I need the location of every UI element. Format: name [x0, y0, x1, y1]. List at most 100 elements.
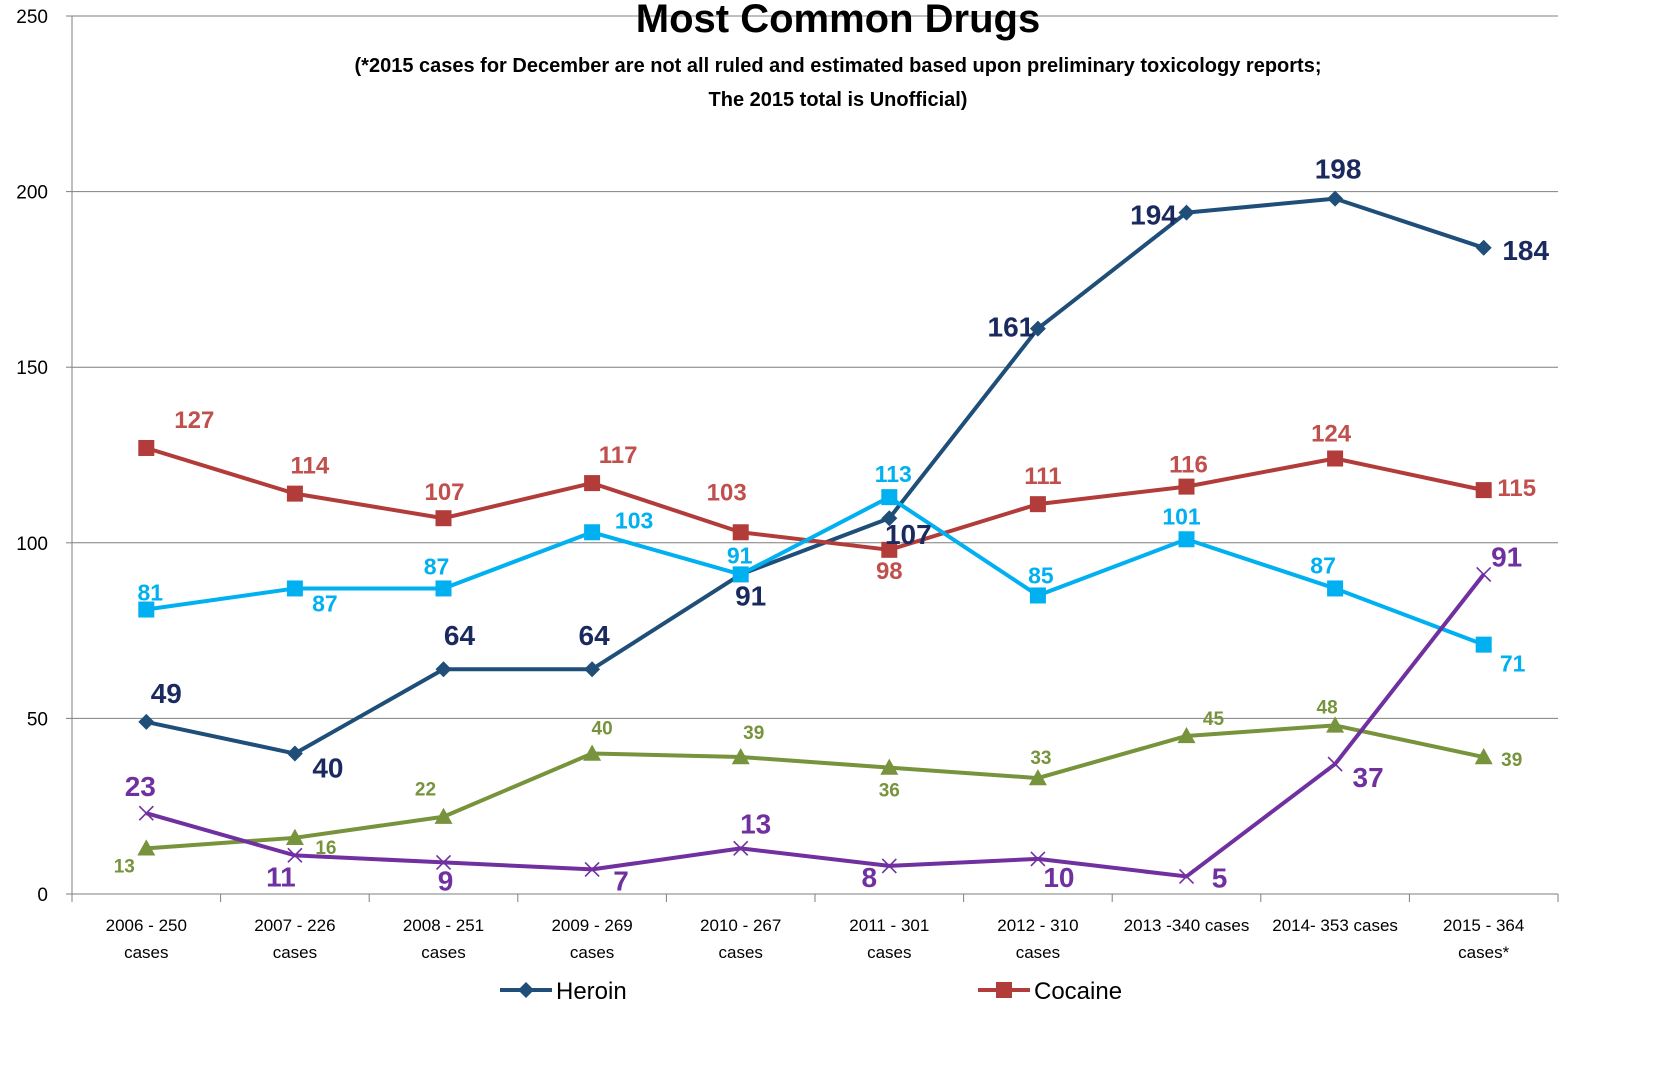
legend-label: Heroin — [556, 978, 627, 1005]
chart-title: Most Common Drugs — [636, 0, 1040, 41]
series-0 — [138, 190, 1492, 762]
series-line — [146, 495, 1485, 647]
data-label: 23 — [125, 771, 156, 802]
x-tick-label: cases — [718, 943, 762, 962]
data-label: 91 — [1491, 541, 1522, 572]
x-tick-label: 2009 - 269 — [551, 916, 632, 935]
data-point-diamond — [1029, 320, 1046, 337]
data-point-diamond — [435, 661, 452, 678]
y-tick-label: 200 — [16, 183, 48, 204]
data-label: 113 — [875, 461, 912, 487]
data-point-diamond — [584, 661, 601, 678]
data-label: 115 — [1497, 475, 1536, 502]
data-label: 91 — [735, 580, 766, 611]
x-tick-label: cases* — [1458, 943, 1509, 962]
data-label: 98 — [876, 558, 903, 585]
data-label: 5 — [1212, 862, 1228, 893]
x-tick-label: 2008 - 251 — [403, 916, 484, 935]
data-point-triangle — [1028, 769, 1047, 786]
data-label: 111 — [1024, 463, 1061, 490]
data-label: 48 — [1317, 697, 1338, 718]
data-point-square — [1178, 531, 1195, 548]
series-2 — [138, 489, 1492, 653]
chart-titles: Most Common Drugs (*2015 cases for Decem… — [355, 0, 1322, 111]
data-point-diamond — [1178, 204, 1195, 221]
data-point-x — [435, 854, 452, 870]
data-point-x — [1030, 851, 1046, 867]
data-point-x — [881, 858, 897, 874]
data-label: 87 — [1310, 552, 1336, 578]
data-label: 91 — [727, 542, 753, 568]
axes: 0 50 100 150 200 250 2006 - 250 cases 2007 - 226… — [16, 7, 1559, 962]
x-tick-label: cases — [124, 943, 168, 962]
data-label: 36 — [879, 781, 900, 802]
data-point-square — [138, 439, 155, 456]
legend-marker — [518, 982, 534, 998]
legend: Heroin Cocaine — [500, 978, 1122, 1005]
data-label: 37 — [1353, 762, 1384, 793]
data-label: 7 — [613, 865, 629, 896]
data-label: 101 — [1162, 503, 1201, 529]
y-tick-label: 150 — [16, 358, 48, 379]
data-label: 16 — [315, 838, 336, 859]
data-point-square — [732, 524, 749, 541]
data-label: 40 — [592, 719, 613, 740]
data-point-triangle — [285, 828, 304, 846]
data-point-x — [1476, 566, 1492, 582]
data-point-x — [584, 861, 600, 877]
series-1 — [138, 439, 1492, 558]
data-point-diamond — [286, 745, 303, 762]
data-point-square — [1475, 636, 1492, 653]
data-label: 8 — [862, 862, 878, 893]
series-3 — [137, 716, 1493, 856]
legend-item-heroin: Heroin — [500, 978, 627, 1005]
data-point-diamond — [138, 713, 155, 730]
series-line — [145, 196, 1485, 756]
data-label: 71 — [1500, 651, 1526, 677]
data-point-triangle — [1326, 716, 1345, 733]
data-point-triangle — [1474, 748, 1493, 765]
x-tick-label: cases — [867, 943, 911, 962]
data-point-x — [1327, 756, 1343, 772]
data-point-x — [287, 847, 303, 863]
data-point-diamond — [1475, 239, 1492, 256]
data-point-square — [881, 489, 898, 506]
data-point-square — [1029, 587, 1046, 604]
data-point-x — [138, 805, 154, 821]
data-label: 33 — [1030, 748, 1051, 769]
data-label: 40 — [312, 753, 343, 784]
x-tick-label: cases — [1016, 943, 1060, 962]
chart: 0 50 100 150 200 250 2006 - 250 cases 2007 - 226… — [16, 0, 1559, 1005]
data-point-square — [1475, 482, 1492, 499]
data-point-triangle — [880, 758, 899, 775]
data-label: 87 — [312, 590, 338, 616]
data-label: 107 — [424, 479, 464, 506]
data-point-square — [1327, 450, 1344, 467]
x-tick-label: 2015 - 364 — [1443, 916, 1524, 935]
data-point-square — [286, 580, 303, 597]
data-label: 64 — [444, 620, 476, 651]
series-layer — [137, 190, 1493, 885]
data-label: 114 — [291, 453, 330, 480]
x-tick-label: 2006 - 250 — [106, 916, 187, 935]
data-point-triangle — [583, 744, 602, 761]
x-tick-label: cases — [421, 943, 465, 962]
data-label: 198 — [1315, 154, 1362, 185]
chart-subtitle-line-1: (*2015 cases for December are not all ru… — [355, 55, 1322, 77]
data-point-square — [435, 580, 452, 597]
legend-marker — [996, 982, 1012, 998]
data-label: 107 — [885, 519, 932, 550]
series-line — [145, 446, 1485, 552]
data-label: 103 — [707, 479, 747, 506]
data-point-square — [1178, 478, 1195, 495]
data-label: 49 — [151, 678, 182, 709]
data-point-triangle — [137, 839, 156, 856]
x-tick-label: cases — [570, 943, 614, 962]
data-point-square — [881, 541, 898, 558]
legend-label: Cocaine — [1034, 978, 1122, 1005]
data-point-x — [733, 840, 749, 856]
data-point-square — [435, 510, 452, 527]
series-line — [146, 723, 1485, 851]
x-tick-label: 2014- 353 cases — [1272, 916, 1398, 935]
data-point-triangle — [434, 807, 453, 824]
